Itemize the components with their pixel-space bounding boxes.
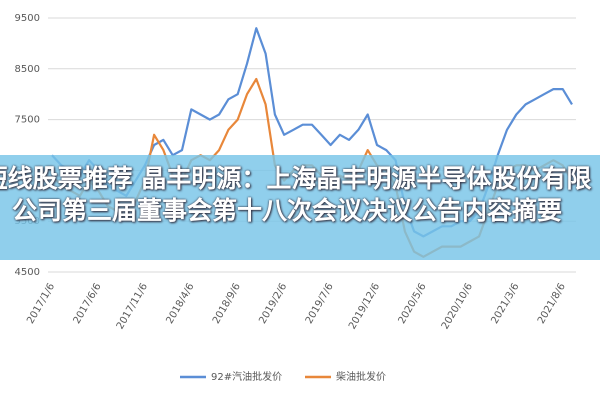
- banner-text: 短线股票推荐 晶丰明源：上海晶丰明源半导体股份有限公司第三届董事会第十八次会议决…: [0, 164, 592, 225]
- y-tick-label: 4500: [15, 267, 40, 278]
- x-tick-label: 2019/2/6: [257, 282, 289, 326]
- x-tick-label: 2020/5/6: [397, 282, 429, 326]
- x-tick-label: 2020/10/6: [440, 282, 475, 332]
- x-tick-label: 2021/8/6: [536, 282, 568, 326]
- x-tick-label: 2017/11/6: [115, 282, 150, 332]
- x-tick-label: 2018/9/6: [211, 282, 243, 326]
- legend-label: 柴油批发价: [336, 370, 386, 383]
- x-tick-label: 2019/12/6: [347, 282, 382, 332]
- x-tick-label: 2017/1/6: [25, 282, 57, 326]
- y-tick-label: 8500: [15, 64, 40, 75]
- x-tick-label: 2017/6/6: [72, 282, 104, 326]
- x-tick-label: 2019/7/6: [304, 282, 336, 326]
- x-tick-label: 2021/3/6: [489, 282, 521, 326]
- x-tick-label: 2018/4/6: [164, 282, 196, 326]
- y-tick-label: 7500: [15, 115, 40, 126]
- y-tick-label: 9500: [15, 13, 40, 24]
- banner: 短线股票推荐 晶丰明源：上海晶丰明源半导体股份有限公司第三届董事会第十八次会议决…: [0, 155, 600, 260]
- legend-label: 92#汽油批发价: [211, 370, 282, 383]
